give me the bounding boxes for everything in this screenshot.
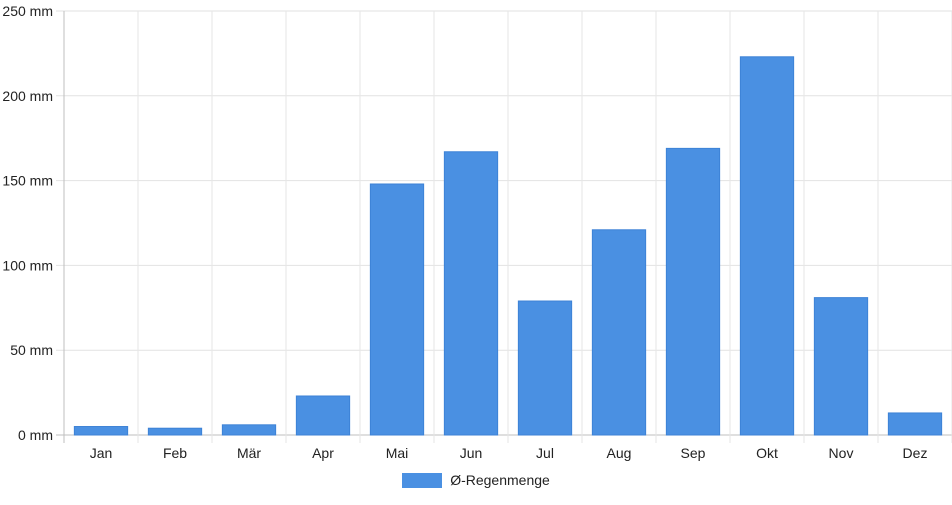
y-tick-label: 250 mm bbox=[2, 3, 53, 19]
axes: 0 mm 50 mm 100 mm 150 mm 200 mm 250 mm Jan Feb M… bbox=[2, 3, 927, 461]
x-tick-label: Mär bbox=[237, 445, 261, 461]
x-tick-label: Aug bbox=[607, 445, 632, 461]
bar-Feb[interactable] bbox=[147, 427, 203, 436]
x-tick-label: Sep bbox=[681, 445, 706, 461]
y-tick-label: 200 mm bbox=[2, 88, 53, 104]
bar-Dez[interactable] bbox=[887, 412, 943, 436]
bar-Aug[interactable] bbox=[591, 229, 647, 436]
x-tick-label: Apr bbox=[312, 445, 334, 461]
bar-Jan[interactable] bbox=[73, 426, 129, 436]
y-tick-label: 150 mm bbox=[2, 173, 53, 189]
x-tick-label: Mai bbox=[386, 445, 409, 461]
x-tick-label: Jul bbox=[536, 445, 554, 461]
x-tick-label: Okt bbox=[756, 445, 778, 461]
y-tick-label: 50 mm bbox=[10, 342, 53, 358]
x-tick-label: Feb bbox=[163, 445, 187, 461]
legend[interactable]: Ø-Regenmenge bbox=[0, 472, 952, 488]
x-tick-label: Nov bbox=[829, 445, 854, 461]
y-tick-label: 0 mm bbox=[18, 427, 53, 443]
bars bbox=[73, 56, 943, 436]
bar-Jun[interactable] bbox=[443, 151, 499, 436]
bar-Mai[interactable] bbox=[369, 183, 425, 436]
bar-Okt[interactable] bbox=[739, 56, 795, 436]
bar-Mär[interactable] bbox=[221, 424, 277, 436]
bar-Jul[interactable] bbox=[517, 300, 573, 436]
x-tick-label: Jan bbox=[90, 445, 113, 461]
legend-swatch bbox=[402, 472, 443, 488]
bar-Sep[interactable] bbox=[665, 147, 721, 436]
y-tick-label: 100 mm bbox=[2, 257, 53, 273]
grid bbox=[56, 10, 952, 443]
legend-label: Ø-Regenmenge bbox=[450, 472, 550, 488]
bar-Apr[interactable] bbox=[295, 395, 351, 436]
x-tick-label: Jun bbox=[460, 445, 483, 461]
bar-Nov[interactable] bbox=[813, 297, 869, 436]
x-tick-label: Dez bbox=[903, 445, 928, 461]
